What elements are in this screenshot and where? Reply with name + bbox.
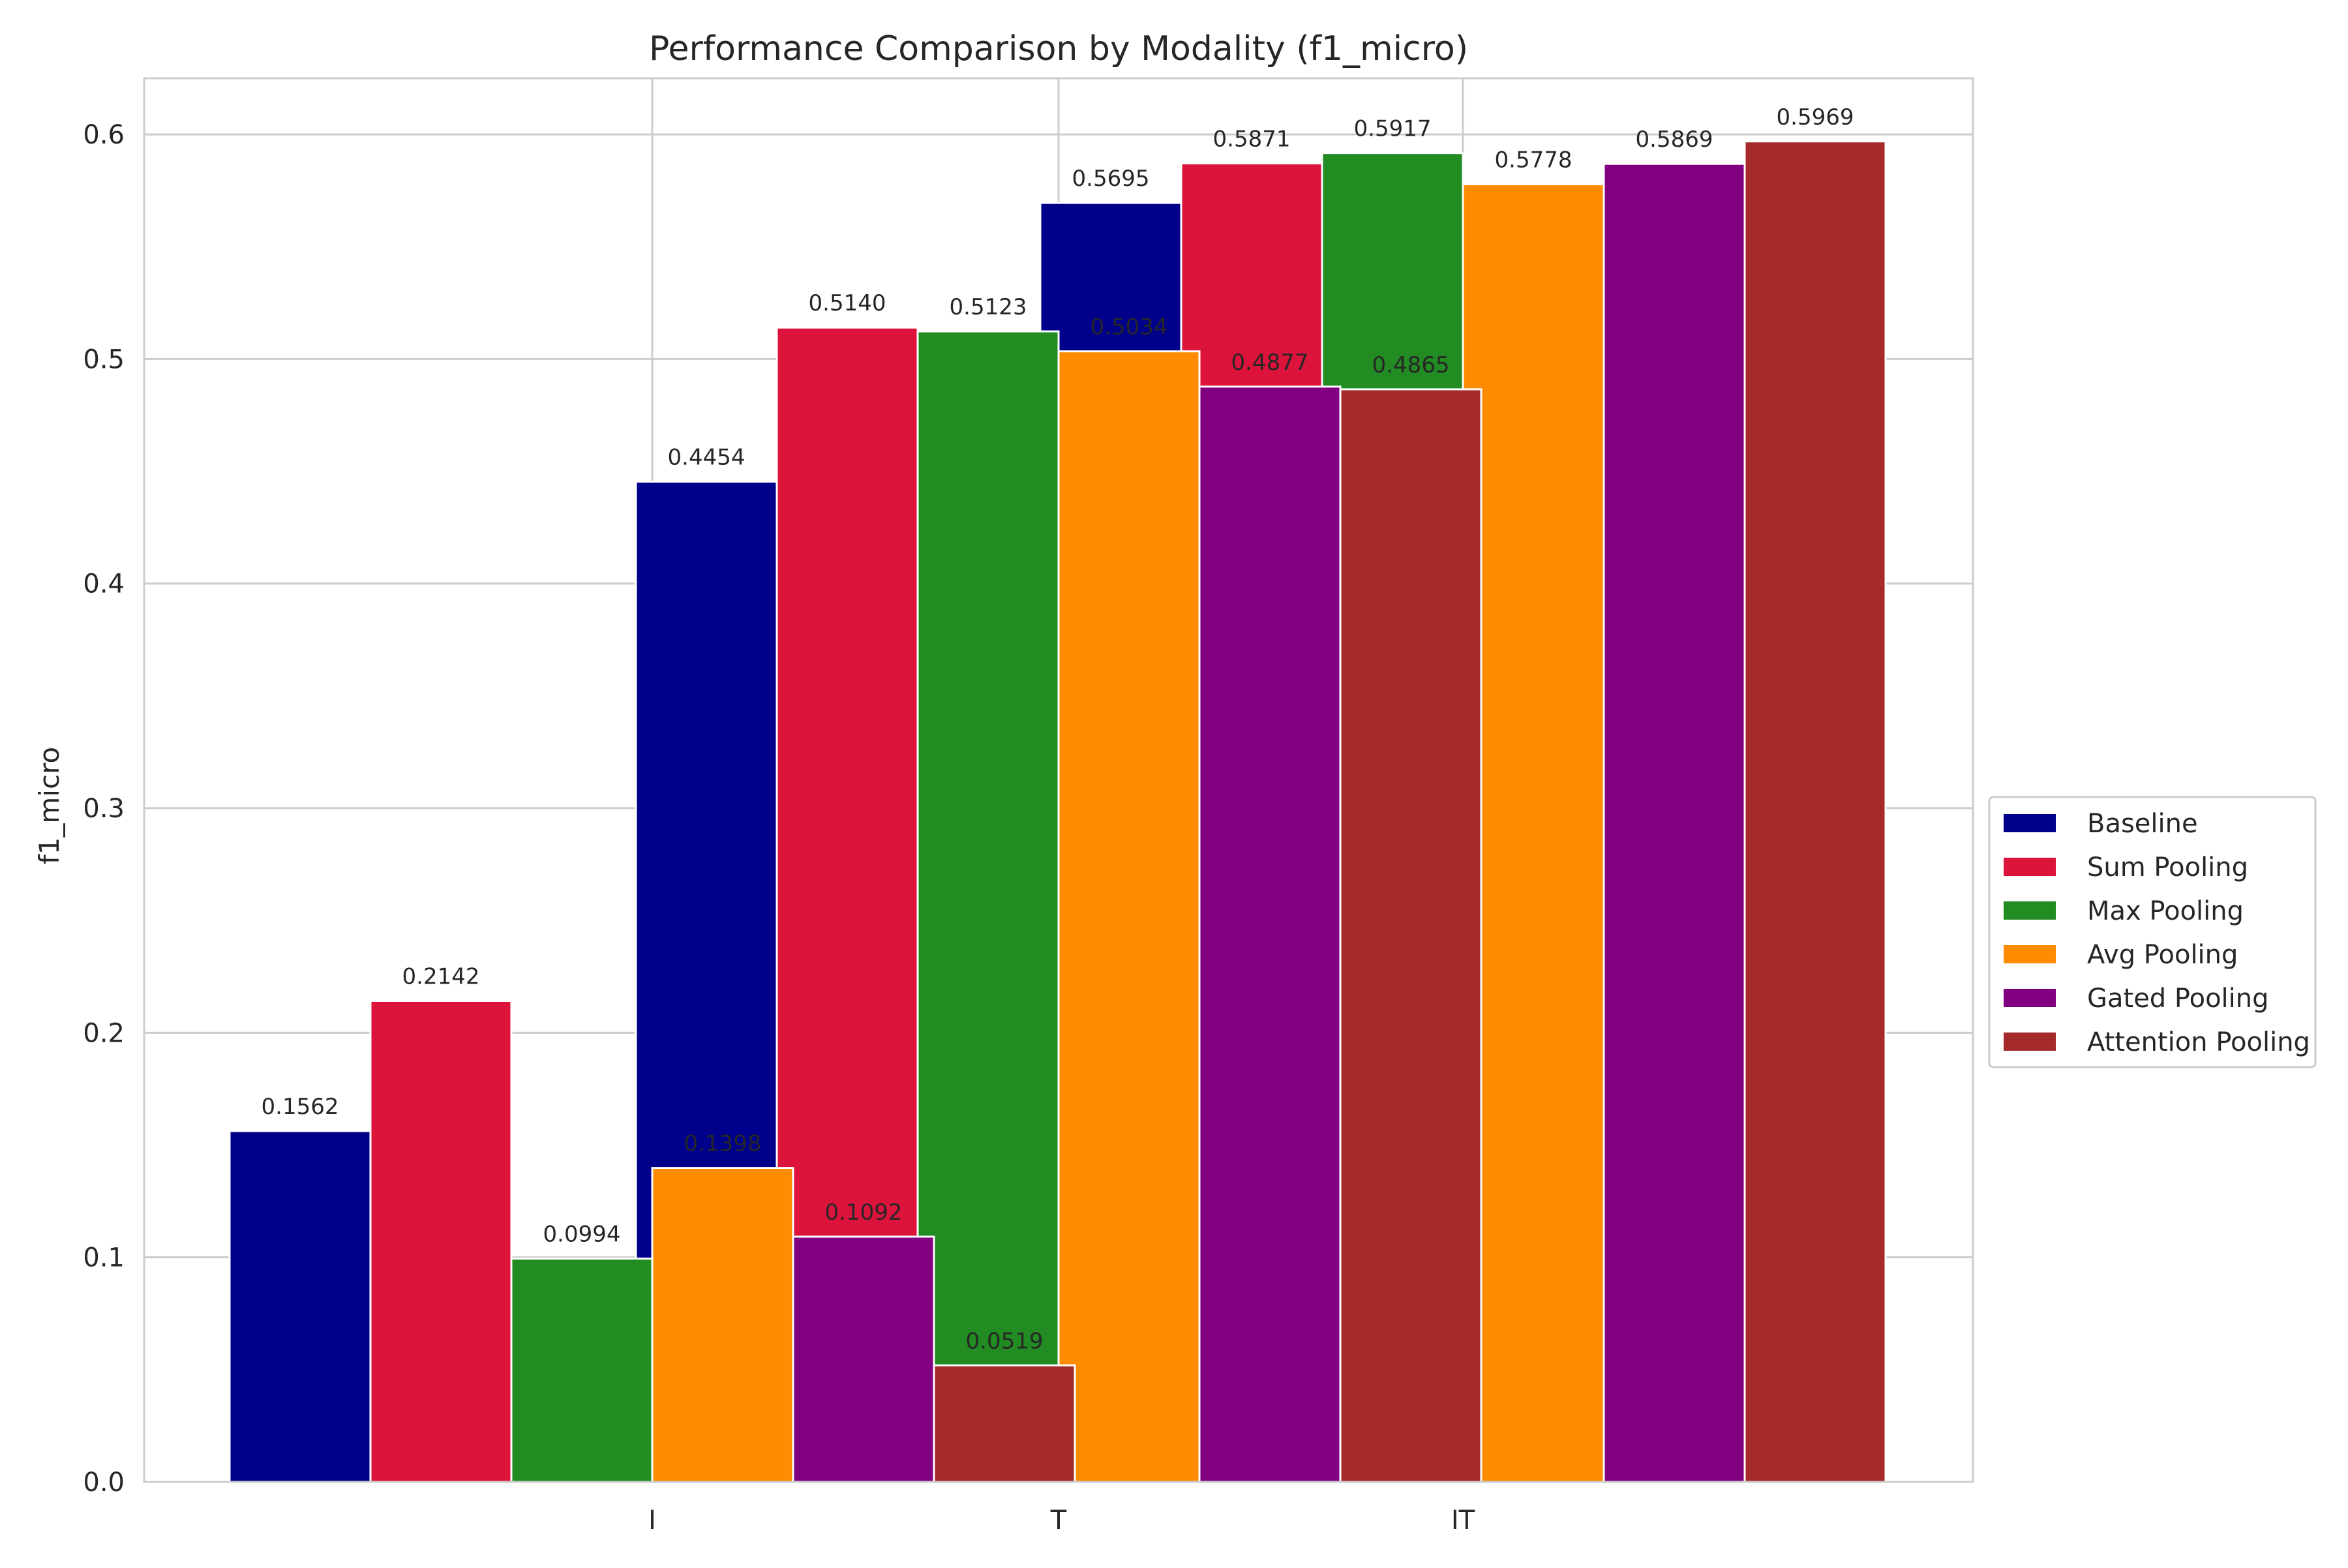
legend-label: Avg Pooling [2087, 940, 2238, 970]
bars [228, 140, 1887, 1483]
bar-value-label: 0.5871 [1213, 126, 1291, 152]
bar-value-label: 0.4877 [1231, 350, 1309, 376]
bar [916, 330, 1060, 1483]
bar [792, 1235, 935, 1483]
y-tick-label: 0.3 [83, 794, 125, 824]
bar-value-label: 0.0519 [966, 1328, 1044, 1354]
legend-label: Gated Pooling [2087, 984, 2269, 1014]
bar [1198, 385, 1342, 1483]
legend-label: Max Pooling [2087, 896, 2244, 926]
bar [1057, 350, 1201, 1483]
x-tick-label: I [648, 1505, 656, 1535]
y-axis-label: f1_micro [33, 747, 65, 864]
bar-value-label: 0.2142 [402, 963, 480, 989]
bar-value-label: 0.5869 [1636, 127, 1713, 153]
bar-value-label: 0.1562 [262, 1094, 339, 1120]
bar [510, 1258, 654, 1483]
bar-value-label: 0.5778 [1495, 147, 1573, 173]
y-tick-label: 0.1 [83, 1243, 125, 1273]
bar [1743, 140, 1887, 1483]
x-tick-label: IT [1451, 1505, 1475, 1535]
bar [1462, 183, 1605, 1483]
value-labels: 0.1562 0.4454 0.5695 0.2142 0.5140 0.5871 0.09… [262, 104, 1854, 1355]
legend-swatch [2004, 858, 2056, 876]
bar-value-label: 0.5140 [809, 290, 886, 316]
bar-value-label: 0.5123 [950, 294, 1027, 320]
y-tick-label: 0.4 [83, 569, 125, 599]
bar-value-label: 0.5034 [1091, 314, 1168, 340]
y-tick-label: 0.2 [83, 1018, 125, 1048]
chart-title: Performance Comparison by Modality (f1_m… [649, 29, 1468, 68]
bar-value-label: 0.4454 [668, 444, 745, 470]
legend-swatch [2004, 989, 2056, 1007]
legend-box [1988, 796, 2317, 1068]
bar [651, 1167, 794, 1483]
legend-swatch [2004, 1033, 2056, 1051]
y-tick-label: 0.6 [83, 120, 125, 150]
legend-label: Sum Pooling [2087, 852, 2248, 882]
bar [1603, 162, 1746, 1483]
bar-value-label: 0.5917 [1354, 116, 1432, 142]
axis-ticks: 0.00.10.20.30.40.50.6I T IT [83, 120, 1475, 1535]
bar [228, 1130, 372, 1483]
y-tick-label: 0.0 [83, 1468, 125, 1498]
legend-swatch [2004, 945, 2056, 963]
bar-value-label: 0.0994 [543, 1222, 621, 1248]
legend: Baseline Sum Pooling Max Pooling Avg Poolin… [1988, 796, 2317, 1068]
bar [1339, 388, 1483, 1483]
bar-value-label: 0.1092 [825, 1199, 903, 1226]
legend-label: Baseline [2087, 809, 2198, 839]
y-tick-label: 0.5 [83, 344, 125, 374]
bar-value-label: 0.5695 [1072, 166, 1150, 192]
x-tick-label: T [1050, 1505, 1067, 1535]
plot-frame [143, 77, 1974, 1483]
bar [369, 999, 513, 1483]
legend-label: Attention Pooling [2087, 1027, 2310, 1057]
bar-value-label: 0.1398 [684, 1131, 762, 1157]
bar [933, 1364, 1076, 1483]
legend-swatch [2004, 814, 2056, 832]
legend-swatch [2004, 901, 2056, 920]
bar-value-label: 0.4865 [1372, 352, 1450, 378]
bar-value-label: 0.5969 [1777, 104, 1854, 130]
